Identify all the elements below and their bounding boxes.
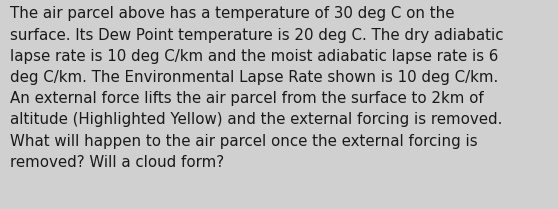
Text: The air parcel above has a temperature of 30 deg C on the
surface. Its Dew Point: The air parcel above has a temperature o… [10, 6, 503, 170]
